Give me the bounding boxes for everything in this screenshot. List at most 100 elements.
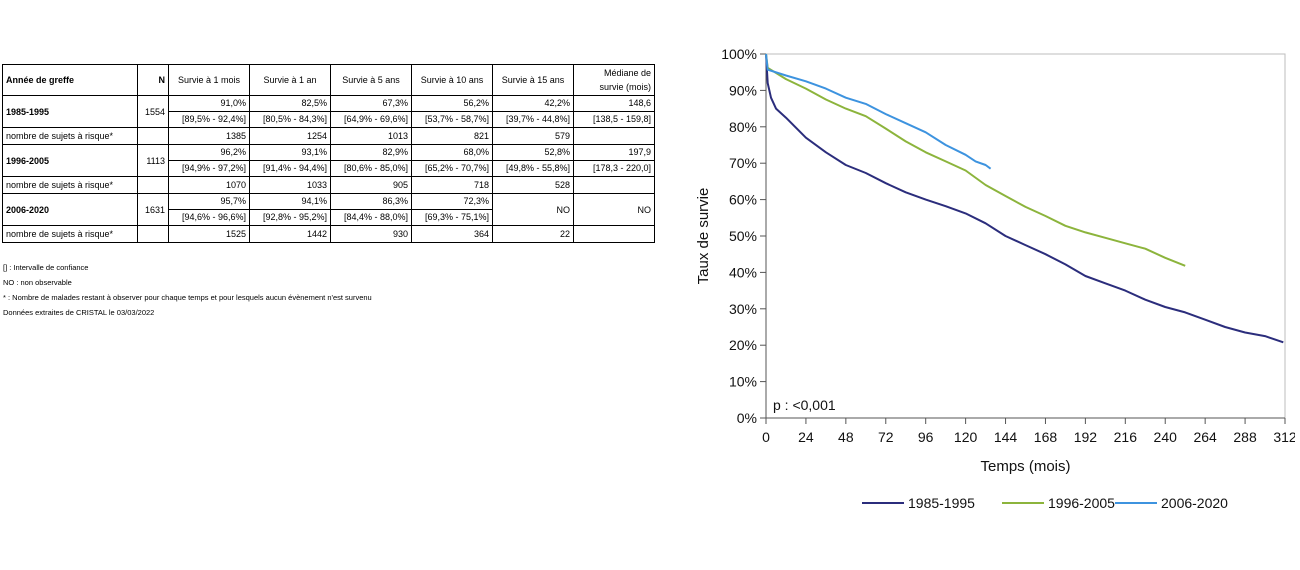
rate-value: 52,8%: [493, 145, 573, 161]
risk-value: 1442: [249, 225, 331, 243]
note-risk: * : Nombre de malades restant à observer…: [3, 293, 372, 302]
rate-value: 42,2%: [493, 96, 573, 112]
x-tick-label: 288: [1233, 429, 1257, 445]
x-axis-title: Temps (mois): [980, 458, 1070, 475]
stat-cell: 95,7% [94,6% - 96,6%]: [168, 193, 250, 226]
rate-value: 56,2%: [412, 96, 492, 112]
table-row: 1985-1995 1554 91,0% [89,5% - 92,4%] 82,5…: [2, 95, 655, 128]
risk-value: 22: [492, 225, 574, 243]
header-col-2: Survie à 1 an: [249, 64, 331, 96]
ci-value: [64,9% - 69,6%]: [343, 114, 408, 124]
note-no: NO : non observable: [3, 278, 72, 287]
median-ci-value: [178,3 - 220,0]: [592, 163, 651, 173]
stat-cell: 82,9% [80,6% - 85,0%]: [330, 144, 412, 177]
ci-value: [69,3% - 75,1%]: [424, 212, 489, 222]
x-axis: 0 24 48 72 96 120 144 168 192 216 240 264 288 312: [762, 418, 1295, 445]
risk-label: nombre de sujets à risque*: [2, 225, 138, 243]
period-cell: 1985-1995: [2, 95, 138, 128]
n-cell: 1631: [137, 193, 169, 226]
not-observable-cell: NO: [492, 193, 574, 226]
x-tick-label: 48: [838, 429, 854, 445]
risk-value: 1013: [330, 127, 412, 145]
y-tick-label: 90%: [729, 82, 757, 98]
x-tick-label: 216: [1114, 429, 1138, 445]
x-tick-label: 312: [1273, 429, 1295, 445]
stat-cell: 52,8% [49,8% - 55,8%]: [492, 144, 574, 177]
table-notes: [] : Intervalle de confiance NO : non ob…: [3, 260, 372, 320]
stat-cell: 82,5% [80,5% - 84,3%]: [249, 95, 331, 128]
legend-label-1985-1995: 1985-1995: [908, 495, 975, 511]
risk-row: nombre de sujets à risque* 1525 1442 930…: [2, 225, 655, 243]
legend-label-1996-2005: 1996-2005: [1048, 495, 1115, 511]
ci-value: [94,6% - 96,6%]: [181, 212, 246, 222]
header-col-5: Survie à 15 ans: [492, 64, 574, 96]
y-tick-label: 50%: [729, 228, 757, 244]
risk-label: nombre de sujets à risque*: [2, 176, 138, 194]
x-tick-label: 240: [1154, 429, 1178, 445]
y-axis-title: Taux de survie: [695, 188, 712, 285]
n-cell: 1554: [137, 95, 169, 128]
x-tick-label: 0: [762, 429, 770, 445]
risk-value: 364: [411, 225, 493, 243]
ci-value: [94,9% - 97,2%]: [181, 163, 246, 173]
stat-cell: 96,2% [94,9% - 97,2%]: [168, 144, 250, 177]
y-tick-label: 0%: [737, 410, 757, 426]
p-value-annotation: p : <0,001: [773, 397, 836, 413]
risk-value: 579: [492, 127, 574, 145]
risk-value: 1525: [168, 225, 250, 243]
y-tick-label: 60%: [729, 192, 757, 208]
stat-cell: 86,3% [84,4% - 88,0%]: [330, 193, 412, 226]
median-value: 197,9: [574, 145, 654, 161]
rate-value: 72,3%: [412, 194, 492, 210]
table-header-row: Année de greffe N Survie à 1 mois Survie…: [2, 64, 655, 96]
y-tick-label: 40%: [729, 264, 757, 280]
rate-value: 94,1%: [250, 194, 330, 210]
ci-value: [80,5% - 84,3%]: [262, 114, 327, 124]
stat-cell: 93,1% [91,4% - 94,4%]: [249, 144, 331, 177]
y-tick-label: 80%: [729, 119, 757, 135]
rate-value: 96,2%: [169, 145, 249, 161]
ci-value: [49,8% - 55,8%]: [505, 163, 570, 173]
x-tick-label: 120: [954, 429, 978, 445]
ci-value: [80,6% - 85,0%]: [343, 163, 408, 173]
x-tick-label: 192: [1074, 429, 1098, 445]
header-median: Médiane de survie (mois): [573, 64, 655, 96]
y-tick-label: 30%: [729, 301, 757, 317]
ci-value: [65,2% - 70,7%]: [424, 163, 489, 173]
table-row: 1996-2005 1113 96,2% [94,9% - 97,2%] 93,1…: [2, 144, 655, 177]
risk-empty: [137, 225, 169, 243]
risk-label: nombre de sujets à risque*: [2, 127, 138, 145]
rate-value: 82,9%: [331, 145, 411, 161]
series-line-2006-2020: [765, 53, 992, 170]
note-source: Données extraites de CRISTAL le 03/03/20…: [3, 308, 155, 317]
x-tick-label: 144: [994, 429, 1018, 445]
survival-chart: 0% 10% 20% 30% 40% 50% 60% 70% 80% 90% 100% 0 24 48 7…: [695, 46, 1295, 511]
x-tick-label: 168: [1034, 429, 1058, 445]
risk-empty: [573, 176, 655, 194]
table-row: 2006-2020 1631 95,7% [94,6% - 96,6%] 94,1…: [2, 193, 655, 226]
risk-empty: [573, 225, 655, 243]
header-n: N: [137, 64, 169, 96]
risk-empty: [573, 127, 655, 145]
header-col-1: Survie à 1 mois: [168, 64, 250, 96]
series-line-1996-2005: [765, 53, 1186, 267]
header-median-line1: Médiane de: [603, 68, 651, 78]
legend: 1985-1995 1996-2005 2006-2020: [862, 495, 1228, 511]
x-tick-label: 72: [878, 429, 894, 445]
risk-value: 1070: [168, 176, 250, 194]
risk-value: 930: [330, 225, 412, 243]
median-cell: 197,9 [178,3 - 220,0]: [573, 144, 655, 177]
legend-label-2006-2020: 2006-2020: [1161, 495, 1228, 511]
survival-table: Année de greffe N Survie à 1 mois Survie…: [2, 64, 655, 243]
rate-value: 86,3%: [331, 194, 411, 210]
ci-value: [84,4% - 88,0%]: [343, 212, 408, 222]
risk-value: 905: [330, 176, 412, 194]
stat-cell: 72,3% [69,3% - 75,1%]: [411, 193, 493, 226]
risk-value: 1385: [168, 127, 250, 145]
period-cell: 1996-2005: [2, 144, 138, 177]
rate-value: 95,7%: [169, 194, 249, 210]
risk-row: nombre de sujets à risque* 1070 1033 905…: [2, 176, 655, 194]
ci-value: [91,4% - 94,4%]: [262, 163, 327, 173]
median-not-observable-cell: NO: [573, 193, 655, 226]
y-tick-label: 70%: [729, 155, 757, 171]
